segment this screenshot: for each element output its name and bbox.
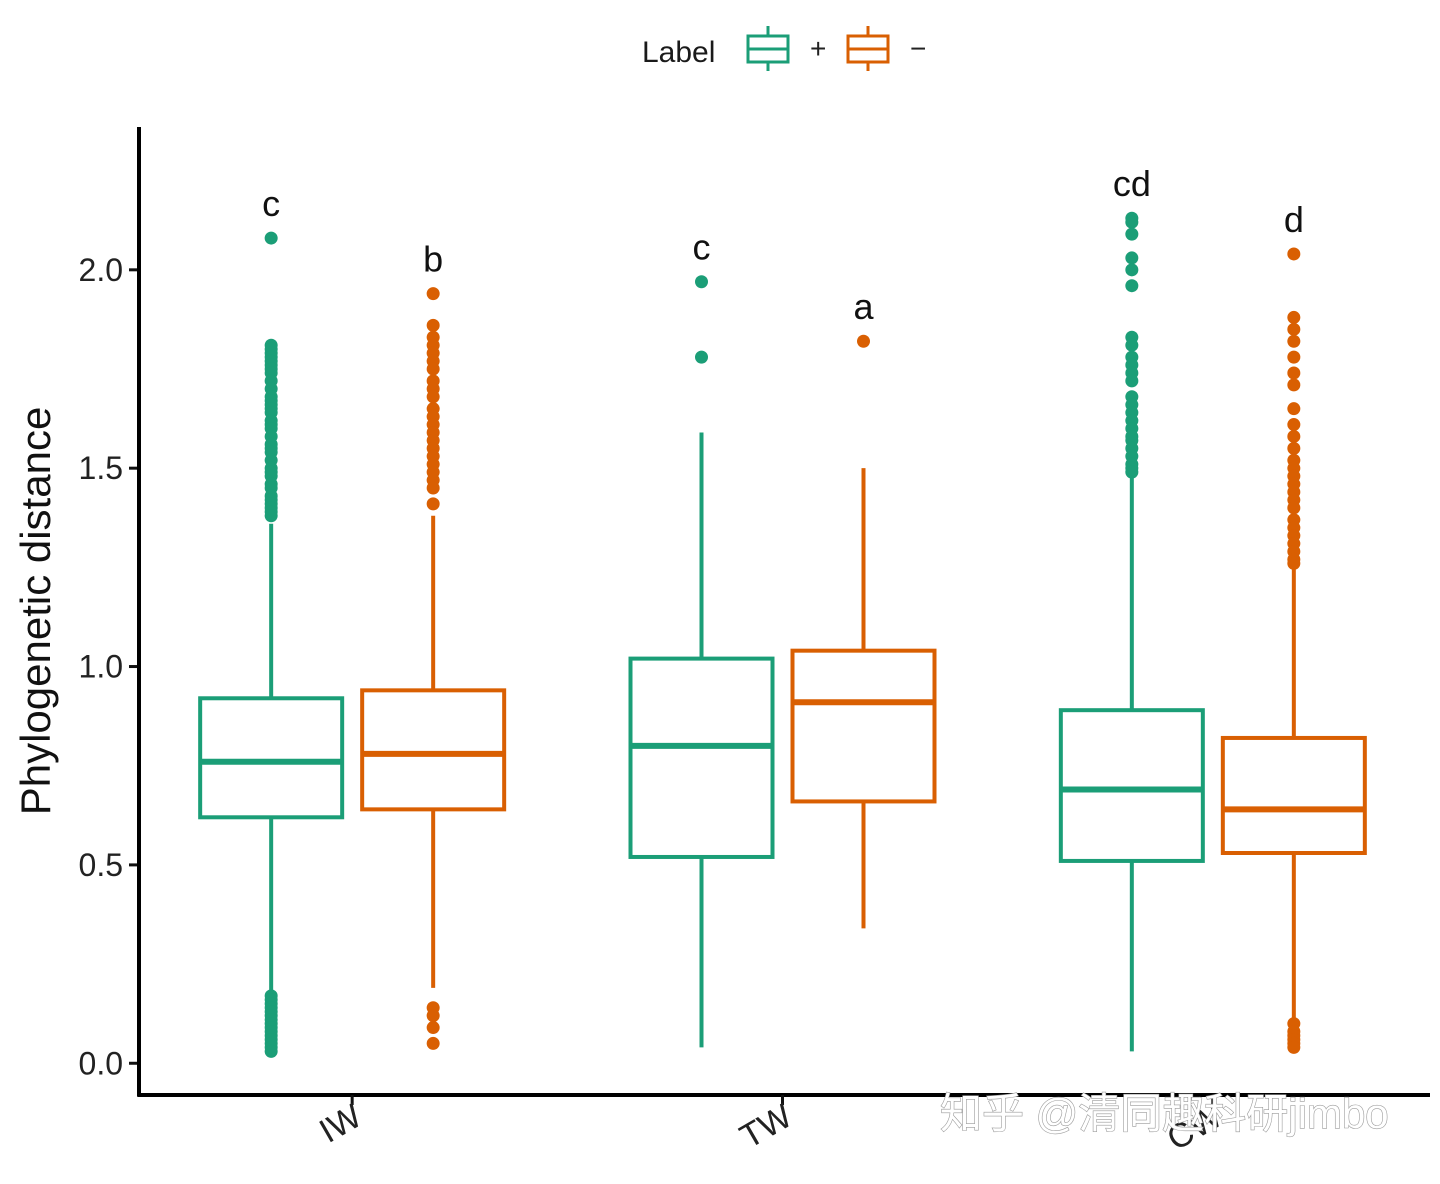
outlier-point [264, 509, 278, 523]
significance-letter: d [1284, 199, 1304, 240]
iqr-box [360, 688, 507, 812]
legend-title: Label [642, 36, 715, 69]
outlier-point [1125, 465, 1139, 479]
outlier-point [1125, 251, 1139, 265]
outlier-point [695, 350, 708, 364]
watermark: 知乎 @清同趣科研jimbo [940, 1090, 1389, 1137]
y-tick-label: 0.0 [79, 1045, 123, 1081]
outlier-point [1287, 310, 1301, 324]
x-tick-label: TW [734, 1097, 799, 1156]
outlier-point [426, 497, 440, 511]
legend-entry: − [846, 26, 926, 71]
y-tick-label: 1.0 [79, 649, 123, 685]
y-tick-label: 0.5 [79, 847, 123, 883]
outlier-point [426, 1036, 440, 1050]
x-tick-label: IW [313, 1097, 368, 1151]
significance-letter: c [693, 227, 711, 268]
legend-entry-label: + [810, 33, 826, 64]
box-cw-plus: cd [1058, 163, 1205, 1052]
box-iw-plus: c [198, 183, 345, 1058]
outlier-point [426, 287, 440, 301]
outlier-point [1125, 227, 1139, 241]
outlier-point [426, 1009, 440, 1023]
outlier-point [264, 1044, 278, 1058]
significance-letter: c [262, 183, 280, 224]
legend-entries: + − [746, 26, 926, 71]
outlier-point [1125, 263, 1139, 277]
outlier-point [1125, 374, 1139, 388]
iqr-box [1220, 735, 1367, 855]
outlier-point [1287, 402, 1301, 416]
outlier-point [264, 231, 278, 245]
significance-letter: a [853, 286, 874, 327]
axes [137, 127, 1430, 1097]
y-tick-label: 1.5 [79, 450, 123, 486]
outlier-point [1287, 418, 1301, 432]
y-axis-ticks: 0.0 0.5 1.0 1.5 2.0 [79, 252, 139, 1081]
outlier-point [1287, 350, 1301, 364]
legend-entry: + [746, 26, 826, 71]
iqr-box [790, 648, 937, 804]
outlier-point [1125, 279, 1139, 293]
outlier-point [1125, 338, 1139, 352]
outlier-point [1287, 441, 1301, 455]
box-tw-plus: c [628, 227, 775, 1048]
significance-letter: cd [1113, 163, 1151, 204]
outlier-point [1287, 1040, 1301, 1054]
outlier-point [426, 1021, 440, 1035]
outlier-point [1287, 247, 1301, 261]
outlier-point [1287, 378, 1301, 392]
outlier-point [426, 318, 440, 332]
outlier-point [1287, 429, 1301, 443]
outlier-point [1287, 366, 1301, 380]
outlier-point [1287, 556, 1301, 570]
outlier-point [857, 334, 870, 348]
iqr-box [198, 696, 345, 820]
box-groups: c c cd b a d [198, 163, 1367, 1058]
y-tick-label: 2.0 [79, 252, 123, 288]
iqr-box [1058, 708, 1205, 863]
box-cw-minus: d [1220, 199, 1367, 1054]
iqr-box [628, 656, 775, 859]
outlier-point [1125, 215, 1139, 229]
legend-entry-label: − [910, 33, 926, 64]
y-axis-label: Phylogenetic distance [12, 407, 59, 816]
outlier-point [1287, 501, 1301, 515]
box-tw-minus: a [790, 286, 937, 929]
outlier-point [426, 481, 440, 495]
box-iw-minus: b [360, 239, 507, 1050]
outlier-point [1287, 334, 1301, 348]
significance-letter: b [423, 239, 443, 280]
outlier-point [426, 390, 440, 404]
outlier-point [695, 275, 708, 289]
legend: Label + − [642, 26, 926, 71]
outlier-point [426, 362, 440, 376]
outlier-point [1287, 322, 1301, 336]
